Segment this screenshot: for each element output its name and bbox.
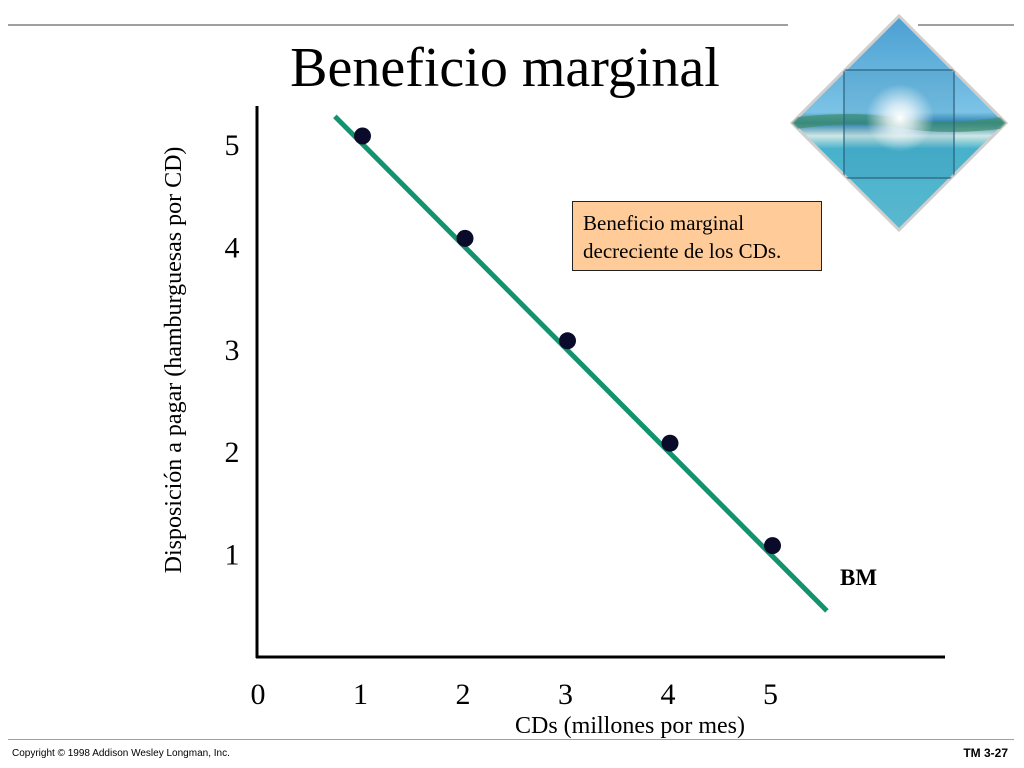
data-point (354, 127, 371, 145)
annotation-line-2: decreciente de los CDs. (583, 239, 782, 263)
data-point (764, 537, 781, 555)
top-rule-left (8, 24, 788, 26)
x-tick-label: 3 (558, 678, 573, 711)
y-tick-label: 1 (225, 539, 240, 572)
series-label-bm: BM (840, 565, 878, 590)
tropical-beach-diamond-image (790, 14, 1008, 232)
x-tick-label: 2 (456, 678, 471, 711)
y-tick-label: 2 (225, 436, 240, 469)
y-tick-label: 3 (225, 334, 240, 367)
y-axis-title: Disposición a pagar (hamburguesas por CD… (161, 147, 187, 574)
slide-title: Beneficio marginal (290, 37, 720, 99)
x-tick-label: 0 (251, 678, 266, 711)
data-point (456, 229, 474, 247)
top-rule-right (918, 24, 1014, 26)
x-tick-label: 5 (763, 678, 778, 711)
slide-number: TM 3-27 (963, 746, 1008, 760)
copyright-footer: Copyright © 1998 Addison Wesley Longman,… (12, 748, 230, 759)
y-tick-label: 5 (225, 129, 240, 162)
annotation-line-1: Beneficio marginal (583, 211, 745, 235)
x-tick-label: 4 (661, 678, 676, 711)
data-point (559, 332, 576, 350)
x-axis-title: CDs (millones por mes) (515, 713, 745, 739)
annotation-box: Beneficio marginal decreciente de los CD… (572, 201, 822, 271)
data-point (661, 434, 679, 452)
y-tick-label: 4 (225, 231, 240, 264)
x-tick-label: 1 (353, 678, 368, 711)
bottom-rule (8, 739, 1014, 740)
marginal-benefit-line (333, 114, 829, 613)
